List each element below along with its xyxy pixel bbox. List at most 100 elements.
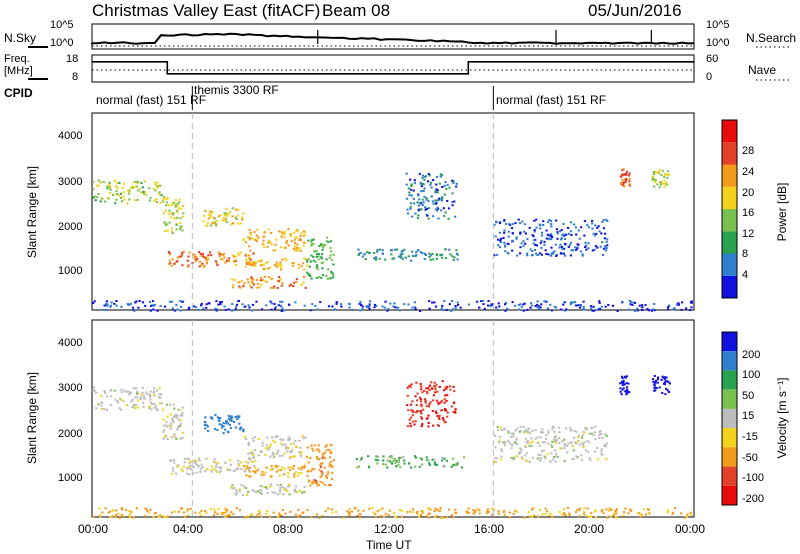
power-scatter-cell	[435, 183, 438, 186]
power-scatter-cell	[604, 232, 607, 235]
power-scatter-cell	[424, 208, 427, 211]
velocity-scatter-cell	[179, 419, 182, 422]
velocity-scatter-cell	[666, 389, 669, 392]
power-scatter-cell	[554, 306, 558, 309]
power-scatter-cell	[236, 252, 240, 255]
velocity-scatter-cell	[440, 399, 443, 402]
power-scatter-cell	[223, 212, 226, 215]
velocity-scatter-cell	[288, 484, 291, 487]
velocity-scatter-cell	[526, 442, 529, 445]
power-scatter-cell	[321, 248, 324, 251]
power-scatter-cell	[310, 244, 313, 247]
velocity-scatter-cell	[558, 437, 561, 440]
power-scatter-cell	[201, 252, 204, 255]
velocity-scatter-cell	[288, 457, 292, 459]
velocity-scatter-cell	[279, 486, 282, 489]
power-scatter-cell	[538, 252, 542, 255]
power-scatter-cell	[483, 307, 486, 310]
power-scatter-cell	[594, 224, 597, 227]
velocity-scatter-cell	[415, 381, 418, 384]
power-scatter-cell	[320, 257, 323, 260]
power-scatter-cell	[601, 241, 604, 244]
power-scatter-cell	[555, 228, 559, 231]
power-scatter-cell	[303, 257, 306, 260]
velocity-scatter-cell	[386, 459, 389, 462]
velocity-scatter-cell	[271, 468, 274, 471]
power-scatter-cell	[424, 254, 428, 257]
power-scatter-cell	[545, 252, 548, 255]
velocity-scatter-cell	[536, 436, 539, 439]
power-scatter-cell	[667, 173, 671, 176]
power-scatter-cell	[431, 200, 434, 203]
power-scatter-cell	[250, 277, 253, 280]
power-scatter-cell	[242, 285, 245, 288]
power-scatter-cell	[156, 186, 159, 189]
velocity-scatter-cell	[129, 391, 132, 394]
power-scatter-cell	[249, 249, 252, 252]
velocity-scatter-cell	[444, 394, 447, 397]
power-scatter-cell	[413, 301, 416, 304]
velocity-scatter-cell	[418, 515, 421, 518]
velocity-scatter-cell	[266, 491, 269, 494]
velocity-scatter-cell	[432, 424, 435, 427]
power-scatter-cell	[419, 310, 422, 312]
velocity-scatter-cell	[384, 512, 387, 515]
power-scatter-cell	[279, 261, 282, 264]
velocity-scatter-cell	[500, 448, 503, 451]
power-scatter-cell	[179, 309, 182, 312]
velocity-scatter-cell	[539, 457, 543, 460]
power-scatter-cell	[200, 264, 203, 267]
power-scatter-cell	[373, 303, 377, 306]
power-scatter-cell	[259, 279, 262, 282]
power-scatter-cell	[582, 305, 585, 308]
power-scatter-cell	[269, 266, 272, 269]
velocity-scatter-cell	[507, 430, 510, 433]
power-scatter-cell	[507, 243, 510, 246]
velocity-scatter-cell	[357, 509, 360, 512]
velocity-scatter-cell	[608, 507, 611, 510]
power-scatter-cell	[445, 309, 448, 311]
velocity-scatter-cell	[222, 432, 225, 435]
velocity-scatter-cell	[195, 463, 198, 466]
velocity-scatter-cell	[423, 398, 426, 400]
velocity-scatter-cell	[176, 428, 179, 431]
power-scatter-cell	[504, 303, 507, 306]
velocity-scatter-cell	[258, 510, 261, 512]
power-scatter-cell	[690, 301, 693, 304]
power-scatter-cell	[443, 193, 446, 196]
xtick-16: 16:00	[474, 522, 505, 536]
power-scatter-cell	[169, 262, 172, 265]
velocity-scatter-cell	[92, 390, 95, 393]
power-scatter-cell	[333, 308, 336, 311]
velocity-scatter-cell	[122, 400, 125, 403]
cpid-mode-1: normal (fast) 151 RF	[96, 93, 207, 107]
power-scatter-cell	[504, 223, 508, 225]
power-scatter-cell	[503, 229, 506, 232]
velocity-scatter-cell	[199, 467, 202, 470]
velocity-scatter-cell	[244, 460, 248, 463]
velocity-scatter-cell	[308, 480, 311, 483]
velocity-scatter-cell	[329, 443, 332, 446]
power-scatter-cell	[195, 306, 198, 309]
velocity-scatter-cell	[616, 516, 619, 519]
velocity-scatter-cell	[494, 461, 497, 463]
power-cbar-label: Power [dB]	[775, 182, 789, 242]
velocity-scatter-cell	[316, 482, 319, 485]
power-scatter-cell	[413, 306, 417, 309]
velocity-scatter-cell	[621, 388, 624, 391]
velocity-scatter-cell	[189, 507, 192, 510]
velocity-scatter-cell	[438, 414, 441, 417]
power-scatter-cell	[376, 250, 379, 253]
power-scatter-region-4	[242, 228, 307, 252]
velocity-scatter-cell	[162, 418, 165, 421]
velocity-scatter-cell	[435, 383, 438, 386]
velocity-scatter-cell	[218, 419, 221, 422]
power-scatter-cell	[561, 247, 564, 250]
power-scatter-cell	[419, 208, 422, 211]
power-scatter-cell	[272, 249, 275, 252]
velocity-scatter-cell	[427, 425, 430, 428]
velocity-scatter-cell	[274, 464, 277, 467]
power-scatter-cell	[562, 252, 565, 255]
velocity-scatter-cell	[135, 404, 138, 407]
power-scatter-cell	[449, 253, 452, 256]
